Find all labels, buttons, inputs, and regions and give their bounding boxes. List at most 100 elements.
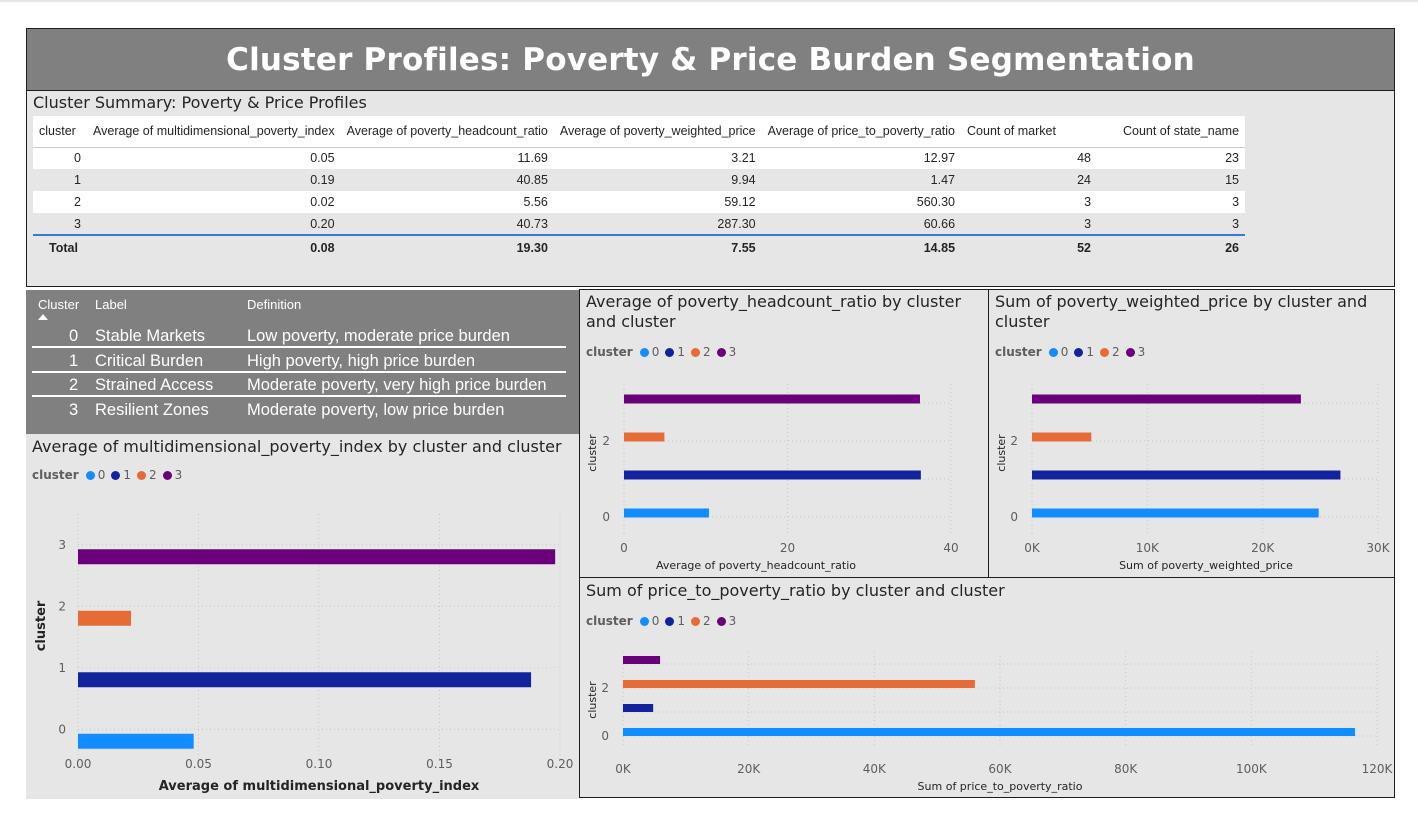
cluster-definitions-table[interactable]: Cluster Label Definition 0 Stable Markets… (26, 290, 579, 434)
bar-cluster-0[interactable] (624, 508, 709, 518)
col-header-cluster[interactable]: cluster (33, 116, 87, 147)
col-header-market-count[interactable]: Count of market (961, 116, 1098, 147)
legend-dot-icon (137, 470, 146, 480)
x-tick-label: 0.05 (185, 757, 212, 771)
legend-item[interactable]: 0 (85, 468, 105, 482)
total-cell: 26 (1097, 234, 1246, 259)
definition-row[interactable]: 0 Stable Markets Low poverty, moderate pri… (32, 324, 566, 348)
bar-cluster-1[interactable] (1032, 470, 1341, 480)
table-total-row: Total 0.08 19.30 7.55 14.85 52 26 (33, 234, 1246, 259)
table-row[interactable]: 2 0.02 5.56 59.12 560.30 3 3 (33, 191, 1246, 213)
definition-label: Critical Burden (95, 351, 204, 370)
table-header-row: cluster Average of multidimensional_pove… (33, 116, 1246, 147)
table-row[interactable]: 1 0.19 40.85 9.94 1.47 24 15 (33, 169, 1246, 191)
legend-title: cluster (32, 468, 79, 482)
table-cell: 3 (1097, 213, 1246, 235)
legend-item[interactable]: 2 (137, 468, 157, 482)
bar-cluster-2[interactable] (1032, 432, 1092, 442)
bar-cluster-1[interactable] (78, 672, 532, 688)
bar-cluster-3[interactable] (78, 549, 556, 565)
chart-legend-ratio[interactable]: cluster 0 1 2 3 (586, 614, 742, 628)
col-header-price-ratio[interactable]: Average of price_to_poverty_ratio (761, 116, 962, 147)
col-header-headcount[interactable]: Average of poverty_headcount_ratio (340, 116, 554, 147)
mpi-bar-chart[interactable]: Average of multidimensional_poverty_inde… (26, 434, 579, 799)
x-tick-label: 100K (1236, 762, 1268, 776)
col-header-weighted-price[interactable]: Average of poverty_weighted_price (553, 116, 762, 147)
chart-legend-headcount[interactable]: cluster 0 1 2 3 (586, 345, 742, 359)
definition-row[interactable]: 2 Strained Access Moderate poverty, very h… (32, 373, 566, 397)
bar-cluster-0[interactable] (1032, 508, 1319, 518)
x-tick-label: 40K (863, 762, 887, 776)
definition-cluster: 2 (69, 376, 79, 394)
weighted-price-bar-chart[interactable]: Sum of poverty_weighted_price by cluster… (988, 289, 1395, 578)
chart-legend-mpi[interactable]: cluster 0 1 2 3 (32, 468, 188, 482)
legend-dot-icon (639, 347, 649, 357)
definition-row[interactable]: 3 Resilient Zones Moderate poverty, low pr… (32, 398, 566, 422)
bar-cluster-0[interactable] (623, 728, 1356, 736)
y-tick-label: 0 (601, 729, 609, 743)
table-cell: 60.66 (761, 213, 962, 235)
legend-item[interactable]: 3 (716, 614, 737, 628)
def-header-definition[interactable]: Definition (247, 297, 302, 312)
legend-item[interactable]: 1 (1074, 345, 1094, 359)
definition-row[interactable]: 1 Critical Burden High poverty, high price… (32, 349, 566, 373)
bar-cluster-0[interactable] (78, 733, 194, 749)
legend-title: cluster (995, 345, 1042, 359)
definition-label: Strained Access (95, 376, 214, 394)
legend-dot-icon (716, 616, 726, 626)
bar-cluster-3[interactable] (1032, 394, 1301, 404)
legend-item[interactable]: 0 (639, 345, 659, 359)
chart-svg-weighted[interactable]: 0K 10K 20K 30K 0 2 Sum of poverty_weighted_pri… (989, 290, 1396, 579)
bar-cluster-3[interactable] (624, 394, 920, 404)
x-tick-label: 0.15 (426, 757, 453, 771)
headcount-bar-chart[interactable]: Average of poverty_headcount_ratio by cl… (579, 289, 989, 578)
legend-label: 1 (677, 614, 685, 628)
legend-dot-icon (1074, 347, 1084, 357)
chart-svg-ratio[interactable]: 0K 20K 40K 60K 80K 100K 120K 0 2 Sum of price_to_… (580, 578, 1396, 799)
legend-item[interactable]: 0 (1048, 345, 1068, 359)
legend-item[interactable]: 1 (111, 468, 131, 482)
legend-item[interactable]: 3 (716, 345, 737, 359)
col-header-mpi[interactable]: Average of multidimensional_poverty_inde… (87, 116, 341, 147)
def-header-label[interactable]: Label (95, 297, 127, 312)
legend-label: 3 (728, 345, 737, 359)
chart-title-weighted: Sum of poverty_weighted_price by cluster… (995, 292, 1368, 331)
y-tick-label: 2 (1010, 434, 1018, 448)
definition-text: High poverty, high price burden (247, 351, 476, 370)
legend-item[interactable]: 2 (691, 345, 711, 359)
report-title: Cluster Profiles: Poverty & Price Burden… (226, 41, 1195, 78)
price-ratio-bar-chart[interactable]: Sum of price_to_poverty_ratio by cluster… (579, 577, 1395, 798)
bar-cluster-2[interactable] (623, 680, 975, 688)
x-tick-label: 20K (737, 762, 761, 776)
y-tick-label: 1 (58, 661, 66, 675)
x-axis-title: Average of multidimensional_poverty_inde… (159, 779, 480, 794)
x-tick-label: 30K (1366, 541, 1390, 555)
def-header-cluster[interactable]: Cluster (38, 297, 80, 312)
table-cell: 0.05 (87, 146, 341, 169)
col-header-state-count[interactable]: Count of state_name (1097, 116, 1246, 147)
table-row[interactable]: 0 0.05 11.69 3.21 12.97 48 23 (33, 146, 1246, 169)
legend-item[interactable]: 2 (1100, 345, 1120, 359)
bar-cluster-3[interactable] (623, 656, 661, 664)
x-tick-label: 0.00 (65, 757, 92, 771)
legend-item[interactable]: 3 (1125, 345, 1145, 359)
cluster-summary-table-visual[interactable]: Cluster Summary: Poverty & Price Profile… (26, 91, 1395, 287)
summary-table[interactable]: cluster Average of multidimensional_pove… (33, 116, 1246, 259)
chart-legend-weighted[interactable]: cluster 0 1 2 3 (995, 345, 1151, 359)
legend-item[interactable]: 3 (162, 468, 182, 482)
table-row[interactable]: 3 0.20 40.73 287.30 60.66 3 3 (33, 213, 1246, 235)
table-cell: 40.73 (340, 213, 554, 235)
legend-item[interactable]: 2 (691, 614, 711, 628)
bar-cluster-2[interactable] (78, 610, 132, 626)
legend-item[interactable]: 0 (639, 614, 659, 628)
legend-label: 3 (728, 614, 737, 628)
bar-cluster-2[interactable] (624, 432, 665, 442)
legend-item[interactable]: 1 (665, 614, 685, 628)
bar-cluster-1[interactable] (624, 470, 921, 480)
legend-item[interactable]: 1 (665, 345, 685, 359)
chart-svg-mpi[interactable]: 0.00 0.05 0.10 0.15 0.20 0 1 2 3 Average of multi… (26, 434, 579, 799)
sort-ascending-icon[interactable] (38, 314, 48, 320)
legend-label: 2 (1112, 345, 1120, 359)
bar-cluster-1[interactable] (623, 704, 654, 712)
